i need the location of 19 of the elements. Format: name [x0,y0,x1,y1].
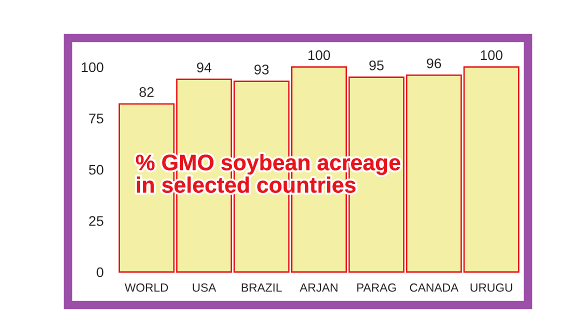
data-label: 95 [369,60,384,70]
x-tick-label: URUGU [470,283,512,292]
x-tick-label: WORLD [124,283,168,292]
y-tick-label: 100 [82,62,104,72]
y-tick-label: 75 [89,114,104,124]
x-tick-label: CANADA [410,283,459,292]
y-tick-label: 25 [89,216,104,226]
x-tick-label: ARJAN [300,284,338,292]
data-label: 94 [197,62,212,72]
data-label: 100 [480,50,502,60]
x-tick-label: BRAZIL [242,284,282,292]
data-label: 96 [426,58,442,68]
data-label: 82 [139,87,154,97]
y-tick-label: 0 [96,267,104,278]
x-tick-label: PARAG [357,283,396,292]
data-label: 100 [308,50,330,60]
data-label: 93 [254,64,269,74]
x-tick-label: USA [192,283,216,292]
y-tick-label: 50 [88,164,104,175]
